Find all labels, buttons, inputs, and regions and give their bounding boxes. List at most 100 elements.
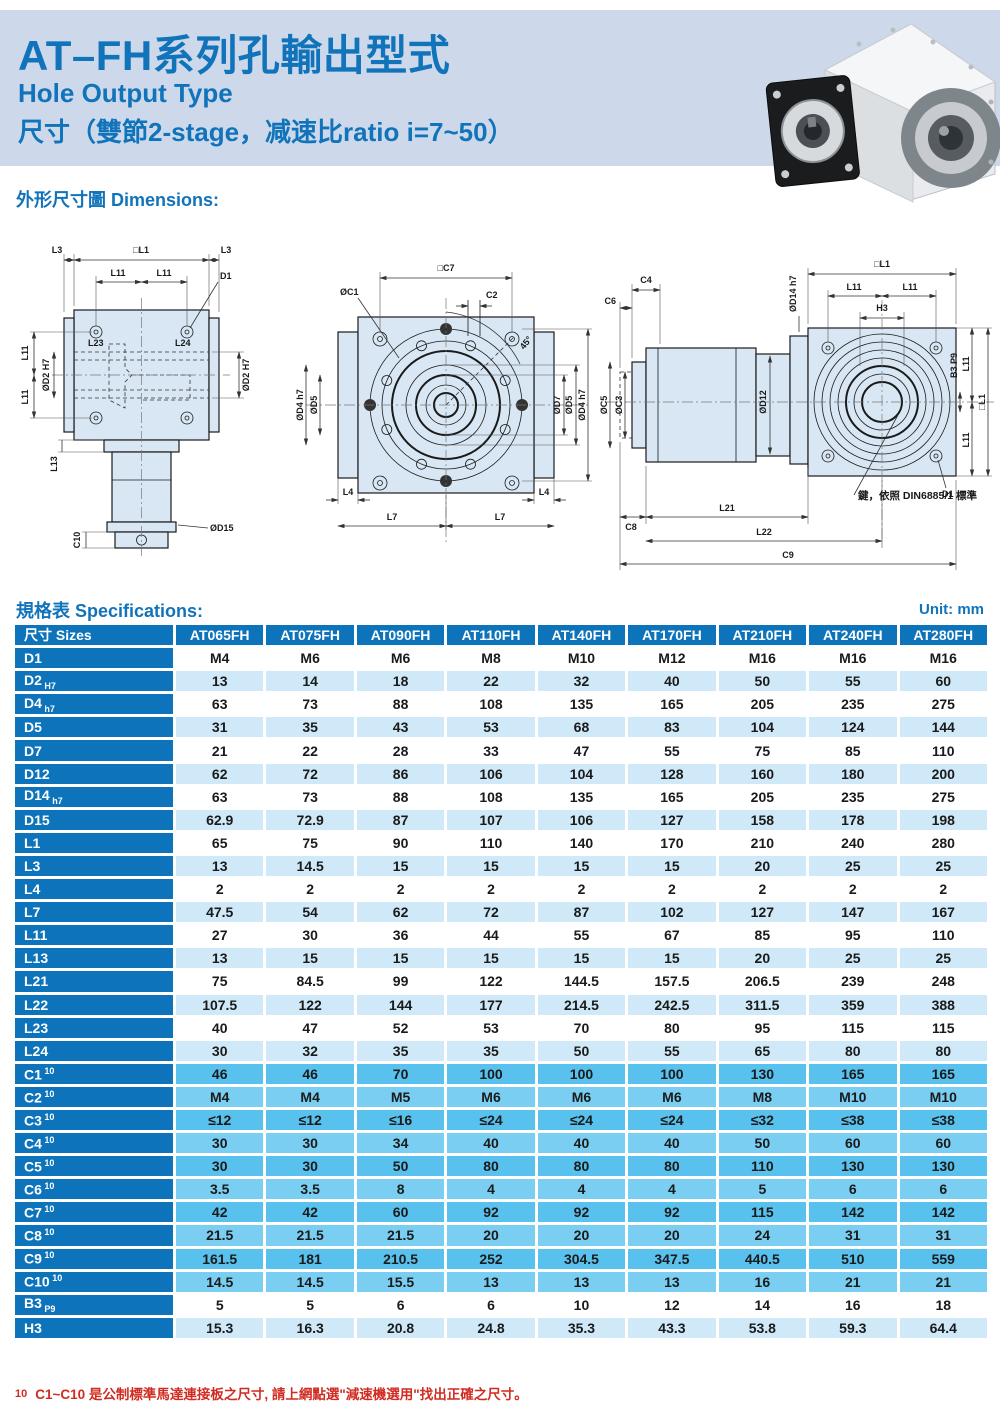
- value-cell: M12: [628, 648, 716, 669]
- value-cell: 108: [447, 694, 535, 715]
- value-cell: M16: [899, 648, 987, 669]
- value-cell: 13: [176, 855, 264, 877]
- value-cell: 128: [628, 763, 716, 784]
- value-cell: 10: [537, 1294, 626, 1315]
- page-title: AT–FH系列孔輸出型式: [18, 32, 451, 79]
- value-cell: 80: [628, 1156, 716, 1177]
- drawing-side-view: C4 C6 ØC5 ØC3 ØD12 ØD14 h7 □L1 L11 L11 H…: [599, 259, 994, 570]
- value-cell: 46: [176, 1063, 264, 1084]
- value-cell: 15: [628, 948, 716, 969]
- value-cell: 14.5: [176, 1271, 264, 1292]
- value-cell: 62: [356, 902, 445, 923]
- row-label: L7: [15, 902, 173, 923]
- value-cell: M10: [537, 648, 626, 669]
- value-cell: 50: [537, 1040, 626, 1061]
- dim-L11: L11: [20, 389, 30, 404]
- row-label: C3 10: [15, 1109, 173, 1131]
- row-label: C8 10: [15, 1225, 173, 1246]
- table-row: H3 15.3 16.3 20.8 24.8 35.3 43.3 53.8 59.3 64.4: [15, 1317, 987, 1338]
- dim-C5: ØC5: [599, 396, 609, 415]
- dim-C6: C6: [604, 296, 616, 306]
- value-cell: 2: [356, 879, 445, 900]
- dim-B3: B3 P9: [949, 353, 959, 378]
- value-cell: 2: [266, 879, 354, 900]
- value-cell: 242.5: [628, 994, 716, 1015]
- value-cell: 6: [809, 1179, 897, 1200]
- table-row: C7 10 42 42 60 92 92 92 115 142 142: [15, 1202, 987, 1223]
- dim-D4: ØD4 h7: [296, 389, 305, 421]
- value-cell: 239: [809, 971, 897, 992]
- value-cell: 72: [266, 763, 354, 784]
- value-cell: 63: [176, 694, 264, 715]
- table-row: L24 30 32 35 35 50 55 65 80 80: [15, 1040, 987, 1061]
- technical-drawings: L3 □L1 L3 L11 L11 D1 L23 L24 ØD2 H7 L11 …: [0, 240, 1000, 582]
- value-cell: 40: [537, 1133, 626, 1154]
- dim-H3: H3: [876, 303, 888, 313]
- value-cell: 44: [447, 925, 535, 946]
- dim-L7: L7: [495, 512, 506, 522]
- value-cell: 47.5: [176, 902, 264, 923]
- value-cell: 14: [266, 671, 354, 692]
- dim-D12: ØD12: [758, 390, 768, 414]
- value-cell: 43.3: [628, 1317, 716, 1338]
- table-row: D5 31 35 43 53 68 83 104 124 144: [15, 717, 987, 738]
- value-cell: 35.3: [537, 1317, 626, 1338]
- value-cell: 15: [356, 948, 445, 969]
- value-cell: 60: [356, 1202, 445, 1223]
- value-cell: 27: [176, 925, 264, 946]
- value-cell: 100: [628, 1063, 716, 1084]
- value-cell: ≤24: [447, 1109, 535, 1131]
- table-row: L4 2 2 2 2 2 2 2 2 2: [15, 879, 987, 900]
- value-cell: 104: [537, 763, 626, 784]
- value-cell: 73: [266, 786, 354, 807]
- row-label: C4 10: [15, 1133, 173, 1154]
- table-row: L21 75 84.5 99 122 144.5 157.5 206.5 239 248: [15, 971, 987, 992]
- value-cell: 4: [628, 1179, 716, 1200]
- value-cell: 2: [628, 879, 716, 900]
- value-cell: 40: [628, 671, 716, 692]
- dim-C4: C4: [640, 275, 652, 285]
- value-cell: M10: [899, 1086, 987, 1107]
- header-model: AT110FH: [447, 625, 535, 646]
- value-cell: 2: [447, 879, 535, 900]
- value-cell: 440.5: [718, 1248, 807, 1269]
- dim-L4: L4: [539, 487, 550, 497]
- value-cell: M4: [176, 1086, 264, 1107]
- value-cell: M6: [356, 648, 445, 669]
- row-label: L13: [15, 948, 173, 969]
- value-cell: 161.5: [176, 1248, 264, 1269]
- value-cell: 60: [899, 1133, 987, 1154]
- value-cell: 15: [447, 855, 535, 877]
- value-cell: 2: [899, 879, 987, 900]
- dim-L4: L4: [343, 487, 354, 497]
- value-cell: 90: [356, 832, 445, 853]
- value-cell: 13: [176, 671, 264, 692]
- table-row: C9 10 161.5 181 210.5 252 304.5 347.5 440.5 510 5…: [15, 1248, 987, 1269]
- value-cell: 63: [176, 786, 264, 807]
- value-cell: 157.5: [628, 971, 716, 992]
- value-cell: 106: [447, 763, 535, 784]
- view1-dimensions: L3 □L1 L3 L11 L11 D1 L23 L24 ØD2 H7 L11 …: [20, 245, 251, 549]
- value-cell: 18: [899, 1294, 987, 1315]
- value-cell: M8: [718, 1086, 807, 1107]
- value-cell: 102: [628, 902, 716, 923]
- value-cell: 110: [899, 925, 987, 946]
- value-cell: 31: [176, 717, 264, 738]
- value-cell: 5: [266, 1294, 354, 1315]
- value-cell: 47: [537, 740, 626, 761]
- value-cell: 24: [718, 1225, 807, 1246]
- header-sizes: 尺寸 Sizes: [15, 625, 173, 646]
- drawing-front-view: □C7 ØC1 C2 45° ØD7 ØD5 ØD4 h7 ØD4 h7 ØD5…: [296, 263, 592, 542]
- value-cell: 178: [809, 809, 897, 830]
- value-cell: 275: [899, 694, 987, 715]
- table-row: D2 H7 13 14 18 22 32 40 50 55 60: [15, 671, 987, 692]
- value-cell: 20: [628, 1225, 716, 1246]
- table-row: L7 47.5 54 62 72 87 102 127 147 167: [15, 902, 987, 923]
- dim-C1: ØC1: [340, 287, 359, 297]
- value-cell: 275: [899, 786, 987, 807]
- value-cell: 122: [447, 971, 535, 992]
- row-label: D2 H7: [15, 671, 173, 692]
- value-cell: 21.5: [356, 1225, 445, 1246]
- value-cell: 30: [266, 925, 354, 946]
- value-cell: M10: [809, 1086, 897, 1107]
